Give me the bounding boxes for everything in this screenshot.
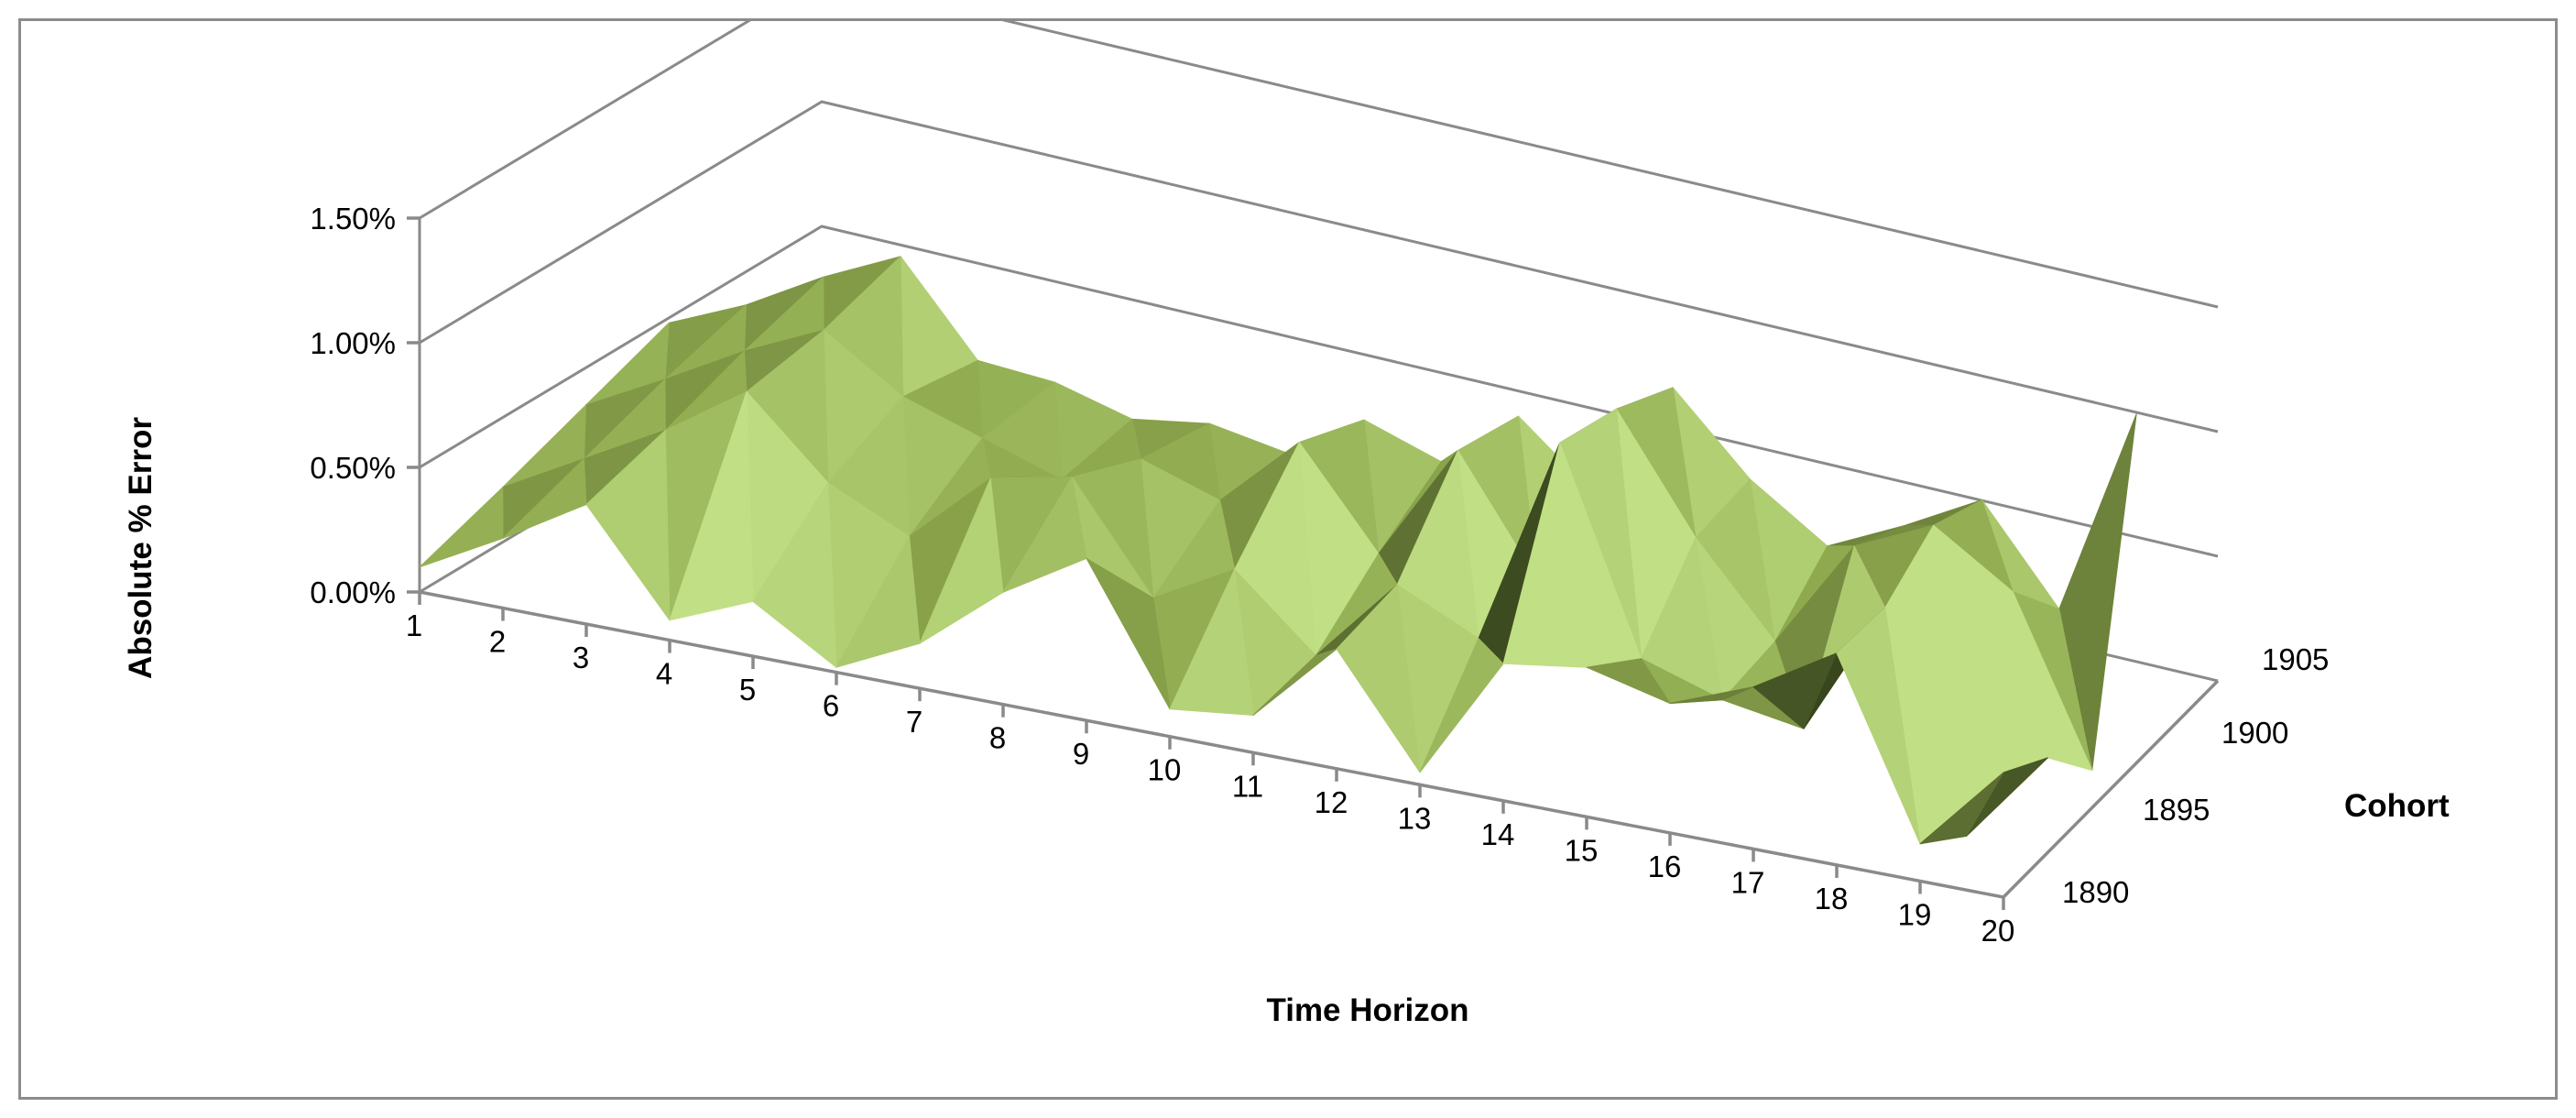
surface-facet [1836,607,1921,845]
surface-facet [1336,584,1421,773]
surface-facet [835,536,921,668]
surface-facet [1669,686,1754,704]
x-axis-title: Time Horizon [1266,992,1468,1028]
z-axis-line [2002,679,2220,899]
x-tick-label: 12 [1315,785,1348,819]
surface-facet [1586,658,1671,704]
gridline [419,100,2219,433]
y-tick-label: 0.00% [310,575,396,609]
chart-frame: 0.00% 0.50% 1.00% 1.50% 1 2 3 4 5 6 7 8 9 10 11 12 13 14 1… [18,18,2558,1100]
surface-facet [502,458,587,539]
x-tick-label: 17 [1731,865,1765,899]
tick-labels: 0.00%0.50%1.00%1.50%1 2 3 4 5 6 7 8 9 10 11 12 13 14 1… [310,202,2329,948]
gridline [419,21,2219,309]
x-tick-label: 13 [1398,801,1432,835]
x-tick-label: 9 [1073,737,1089,771]
x-tick-label: 10 [1148,753,1182,787]
x-tick-label: 8 [989,721,1006,755]
x-tick-label: 20 [1981,914,2015,948]
x-tick-label: 18 [1815,882,1849,915]
surface-facet [1086,557,1171,710]
x-tick-label: 11 [1232,769,1263,803]
gridline [419,225,2219,558]
x-axis-line [419,590,2004,899]
surface-facet [1502,442,1588,668]
surface-mesh [419,256,2137,845]
surface-facet [419,487,504,568]
cohort-tick-label: 1900 [2221,716,2288,750]
cohort-tick-label: 1895 [2143,793,2210,827]
surface-facet [1752,652,1838,729]
x-tick-label: 4 [656,657,672,691]
x-tick-label: 6 [823,689,839,723]
surface-facet [752,482,837,668]
surface-facet [1169,569,1254,716]
x-tick-label: 3 [573,641,589,674]
surface-chart: 0.00%0.50%1.00%1.50%1 2 3 4 5 6 7 8 9 10 11 12 13 14 1… [123,21,2450,1028]
x-tick-label: 5 [739,673,756,707]
x-tick-label: 19 [1898,897,1932,931]
axes [407,216,2220,910]
surface-facet [919,477,1004,644]
surface-facet [1252,648,1337,716]
y-axis-title: Absolute % Error [123,417,158,679]
surface-facet [1919,772,2004,845]
x-tick-label: 14 [1481,817,1515,851]
x-tick-label: 2 [489,625,506,659]
y-tick-label: 0.50% [310,451,396,485]
surface-facet [585,430,671,621]
x-tick-label: 1 [406,608,422,642]
surface-facet [1002,477,1087,593]
surface-facet [1419,638,1504,773]
x-tick-label: 7 [906,705,922,739]
y-tick-label: 1.00% [310,326,396,360]
surface-facet [669,391,754,621]
y-tick-label: 1.50% [310,202,396,236]
x-tick-label: 16 [1648,849,1682,883]
x-tick-label: 15 [1565,833,1599,867]
cohort-tick-label: 1905 [2262,642,2329,676]
z-axis-title: Cohort [2344,788,2450,824]
cohort-tick-label: 1890 [2062,875,2129,909]
